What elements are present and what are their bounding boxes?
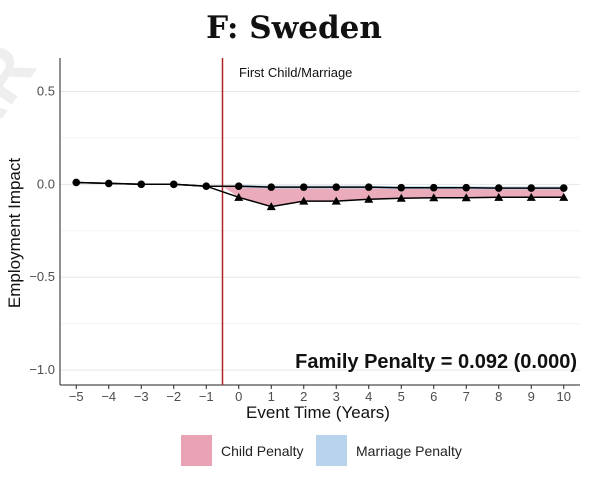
legend-label-child-penalty: Child Penalty bbox=[221, 443, 304, 459]
x-axis-label: Event Time (Years) bbox=[246, 403, 390, 422]
x-tick-label: −4 bbox=[101, 389, 116, 404]
series-2-point bbox=[299, 196, 309, 205]
series-1-point bbox=[494, 184, 503, 192]
series-2-point bbox=[559, 192, 569, 201]
y-axis: 0.5 0.0 −0.5 −1.0 bbox=[29, 83, 55, 377]
x-tick-label: 6 bbox=[430, 389, 437, 404]
y-tick-label: 0.5 bbox=[37, 83, 55, 98]
x-tick-label: 5 bbox=[398, 389, 405, 404]
x-tick-label: 1 bbox=[268, 389, 275, 404]
x-axis: −5 −4 −3 −2 −1 0 1 2 3 4 5 6 7 8 9 10 bbox=[69, 385, 571, 404]
series-1-point bbox=[364, 183, 373, 191]
child-penalty-area bbox=[222, 186, 564, 207]
x-tick-label: −3 bbox=[134, 389, 149, 404]
series-1-point bbox=[137, 180, 146, 189]
y-axis-label: Employment Impact bbox=[5, 158, 24, 308]
event-line-label: First Child/Marriage bbox=[239, 65, 352, 80]
legend-label-marriage-penalty: Marriage Penalty bbox=[356, 443, 462, 459]
series-2-point bbox=[266, 202, 276, 211]
x-tick-label: 0 bbox=[235, 389, 242, 404]
series-1-point bbox=[462, 183, 471, 192]
series-2-point bbox=[494, 192, 504, 201]
series-2-point bbox=[396, 193, 406, 202]
series-1-point bbox=[234, 182, 243, 190]
family-penalty-annotation: Family Penalty = 0.092 (0.000) bbox=[295, 351, 577, 373]
x-tick-label: −1 bbox=[199, 389, 214, 404]
series-1-point bbox=[527, 184, 536, 192]
series-1-point bbox=[267, 183, 276, 191]
x-tick-label: 4 bbox=[365, 389, 372, 404]
y-tick-label: −1.0 bbox=[29, 362, 55, 377]
series-1-point bbox=[72, 178, 81, 187]
legend: Child Penalty Marriage Penalty bbox=[181, 435, 462, 466]
series-line-1 bbox=[76, 181, 564, 189]
series-1-point bbox=[429, 183, 438, 192]
legend-swatch-child-penalty bbox=[181, 435, 212, 466]
series-1-point bbox=[299, 183, 308, 191]
x-tick-label: 3 bbox=[333, 389, 340, 404]
x-tick-label: 7 bbox=[463, 389, 470, 404]
series-2-point bbox=[526, 192, 536, 201]
x-tick-label: 8 bbox=[495, 389, 502, 404]
legend-swatch-marriage-penalty bbox=[316, 435, 347, 466]
series-2-point bbox=[364, 194, 374, 203]
series-1-point bbox=[104, 179, 113, 188]
series-2-point bbox=[429, 193, 439, 202]
series-1-point bbox=[332, 183, 341, 191]
y-tick-label: −0.5 bbox=[29, 269, 55, 284]
x-tick-label: −5 bbox=[69, 389, 84, 404]
series-2-point bbox=[331, 196, 341, 205]
series-1-point bbox=[169, 180, 178, 189]
grid bbox=[60, 90, 580, 371]
x-tick-label: 2 bbox=[300, 389, 307, 404]
series-1-point bbox=[559, 184, 568, 192]
series-1-point bbox=[202, 182, 211, 190]
series-2-point bbox=[461, 193, 471, 202]
plot-area bbox=[59, 58, 580, 386]
x-tick-label: −2 bbox=[166, 389, 181, 404]
series-1-point bbox=[397, 183, 406, 192]
x-tick-label: 10 bbox=[557, 389, 571, 404]
y-tick-label: 0.0 bbox=[37, 176, 55, 191]
series-line-2 bbox=[76, 181, 564, 208]
series-2-point bbox=[234, 192, 244, 201]
chart-title: F: Sweden bbox=[206, 10, 382, 46]
x-tick-label: 9 bbox=[528, 389, 535, 404]
